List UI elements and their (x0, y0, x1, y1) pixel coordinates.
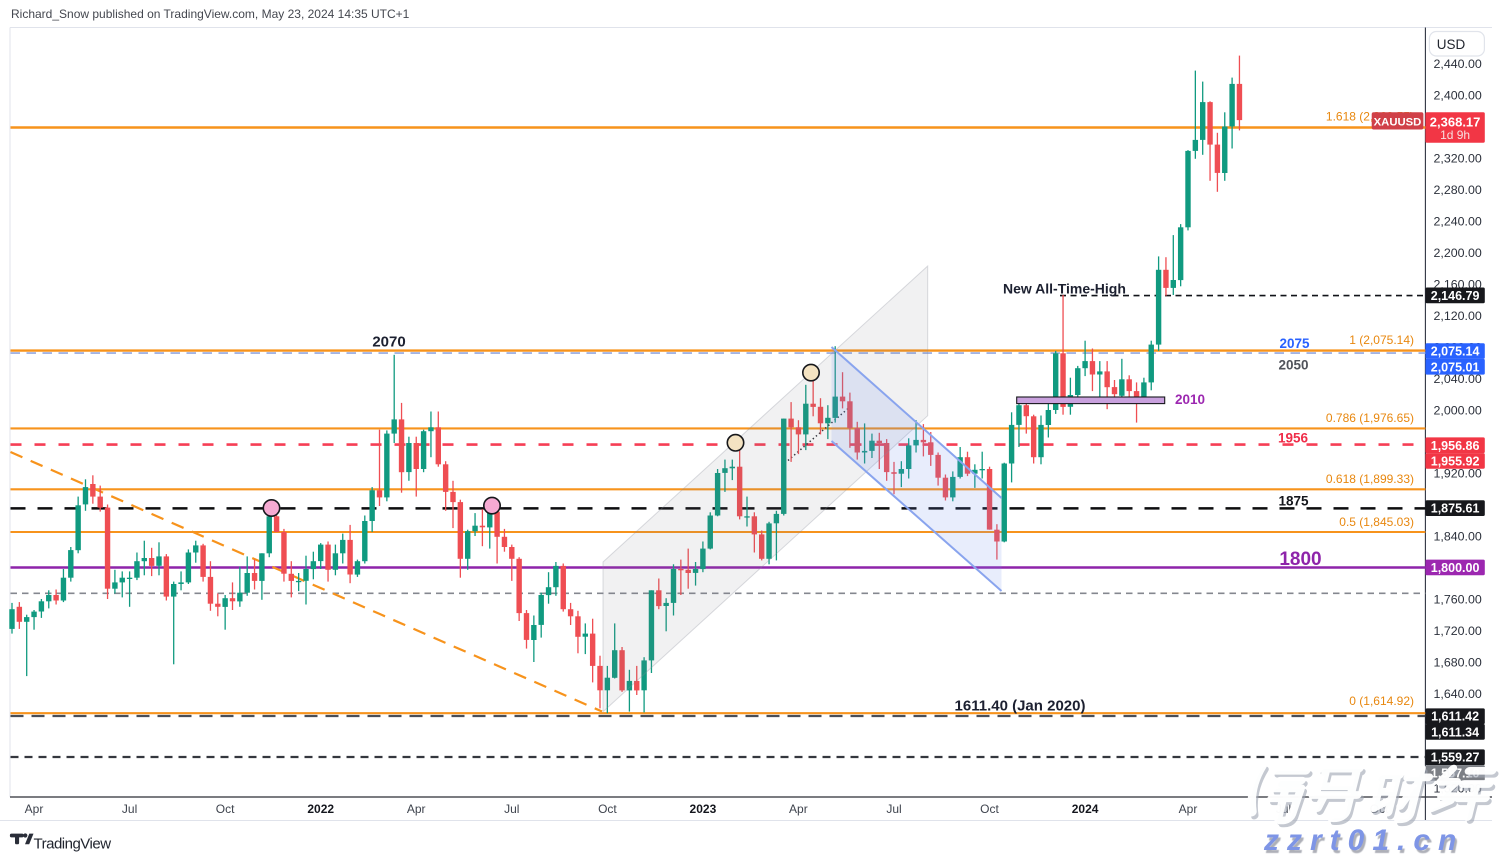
svg-text:2022: 2022 (307, 802, 334, 816)
svg-text:1d 9h: 1d 9h (1440, 128, 1470, 142)
svg-text:1,920.00: 1,920.00 (1434, 466, 1482, 480)
svg-text:Apr: Apr (407, 802, 426, 816)
svg-text:Apr: Apr (789, 802, 808, 816)
svg-text:USD: USD (1437, 37, 1466, 52)
svg-text:New All-Time-High: New All-Time-High (1003, 281, 1126, 297)
svg-text:Jul: Jul (886, 802, 901, 816)
svg-text:1875: 1875 (1278, 494, 1309, 509)
svg-text:2,000.00: 2,000.00 (1434, 403, 1482, 417)
svg-text:0 (1,614.92): 0 (1,614.92) (1349, 694, 1414, 708)
svg-text:1611.40 (Jan 2020): 1611.40 (Jan 2020) (955, 697, 1086, 714)
svg-text:XAUUSD: XAUUSD (1374, 116, 1422, 128)
svg-text:0.786 (1,976.65): 0.786 (1,976.65) (1326, 411, 1414, 425)
svg-text:1,875.61: 1,875.61 (1431, 502, 1480, 516)
svg-text:0.618 (1,899.33): 0.618 (1,899.33) (1326, 472, 1414, 486)
svg-text:2,120.00: 2,120.00 (1434, 309, 1482, 323)
svg-text:2023: 2023 (690, 802, 717, 816)
svg-text:0.5 (1,845.03): 0.5 (1,845.03) (1339, 515, 1414, 529)
svg-text:2,368.17: 2,368.17 (1430, 114, 1481, 129)
svg-text:2075: 2075 (1279, 336, 1310, 351)
svg-text:1,760.00: 1,760.00 (1434, 592, 1482, 606)
svg-text:2,040.00: 2,040.00 (1434, 372, 1482, 386)
svg-text:1 (2,075.14): 1 (2,075.14) (1349, 333, 1414, 347)
svg-text:1,680.00: 1,680.00 (1434, 655, 1482, 669)
svg-text:1,956.86: 1,956.86 (1431, 439, 1480, 453)
svg-text:Oct: Oct (216, 802, 235, 816)
svg-text:TradingView: TradingView (34, 836, 112, 853)
svg-text:2,320.00: 2,320.00 (1434, 151, 1482, 165)
svg-text:Jul: Jul (504, 802, 519, 816)
svg-text:1800: 1800 (1279, 549, 1321, 570)
svg-text:2024: 2024 (1072, 802, 1099, 816)
svg-text:1,955.92: 1,955.92 (1431, 455, 1480, 469)
svg-text:2,280.00: 2,280.00 (1434, 183, 1482, 197)
svg-text:2050: 2050 (1278, 358, 1308, 373)
svg-text:2,400.00: 2,400.00 (1434, 88, 1482, 102)
svg-text:1,840.00: 1,840.00 (1434, 529, 1482, 543)
svg-text:1,800.00: 1,800.00 (1431, 561, 1480, 575)
svg-text:2,200.00: 2,200.00 (1434, 246, 1482, 260)
svg-text:1956: 1956 (1278, 431, 1309, 446)
svg-text:Apr: Apr (25, 802, 44, 816)
svg-text:Jul: Jul (122, 802, 137, 816)
svg-text:1,611.42: 1,611.42 (1431, 710, 1479, 724)
svg-text:1,640.00: 1,640.00 (1434, 687, 1482, 701)
svg-text:2,440.00: 2,440.00 (1434, 57, 1482, 71)
svg-text:Oct: Oct (598, 802, 617, 816)
svg-text:Oct: Oct (980, 802, 999, 816)
svg-text:2,146.79: 2,146.79 (1431, 289, 1480, 303)
svg-text:2070: 2070 (372, 334, 405, 351)
svg-text:1,720.00: 1,720.00 (1434, 624, 1482, 638)
svg-text:2,075.01: 2,075.01 (1431, 360, 1480, 374)
svg-text:2,240.00: 2,240.00 (1434, 214, 1482, 228)
svg-text:2010: 2010 (1175, 392, 1205, 407)
svg-text:Apr: Apr (1179, 802, 1198, 816)
svg-text:2,075.14: 2,075.14 (1431, 345, 1480, 359)
svg-text:1,559.27: 1,559.27 (1431, 751, 1480, 765)
svg-text:1,611.34: 1,611.34 (1431, 725, 1479, 739)
